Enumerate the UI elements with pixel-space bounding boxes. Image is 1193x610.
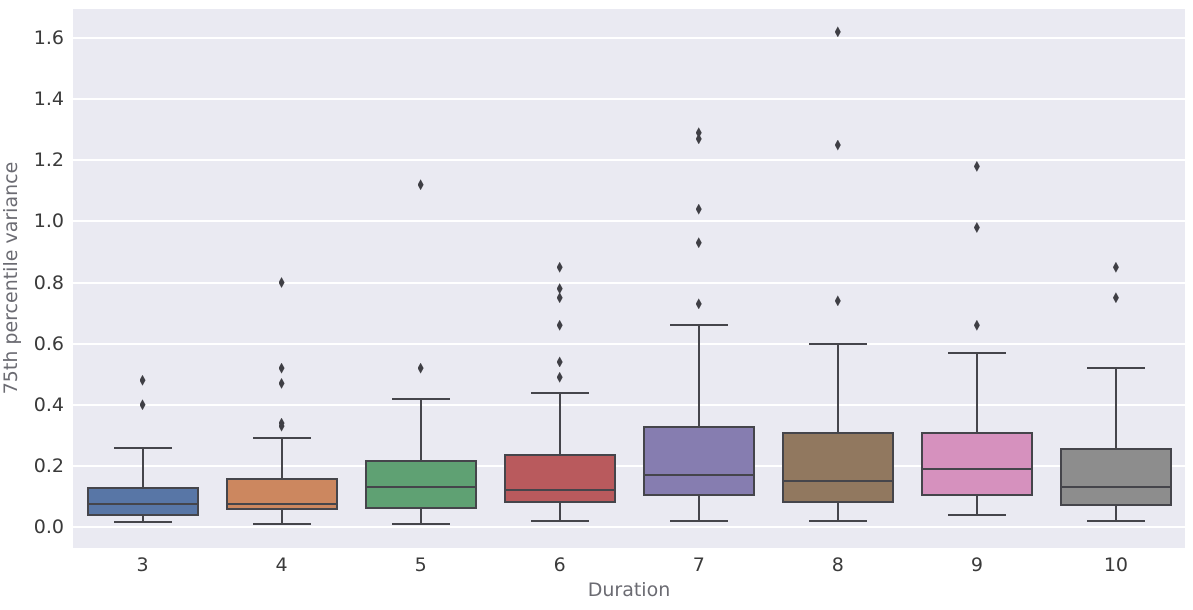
whisker-line — [141, 447, 144, 523]
box-iqr — [503, 453, 616, 503]
median-line — [503, 489, 616, 492]
gridline-y-1.6 — [73, 37, 1185, 40]
outlier-diamond — [695, 298, 702, 310]
outlier-diamond — [139, 374, 146, 386]
median-line — [1059, 486, 1172, 489]
whisker-cap-high — [252, 437, 311, 440]
box-iqr — [781, 432, 894, 503]
x-tick-label: 5 — [414, 554, 427, 576]
whisker-cap-low — [947, 513, 1006, 516]
outlier-diamond — [556, 283, 563, 295]
outlier-diamond — [278, 377, 285, 389]
x-tick-label: 4 — [275, 554, 288, 576]
plot-area — [73, 9, 1185, 548]
whisker-line — [697, 325, 700, 521]
y-tick-label: 0.8 — [33, 271, 64, 294]
y-tick-label: 1.6 — [33, 27, 64, 50]
outlier-diamond — [1112, 261, 1119, 273]
outlier-diamond — [695, 127, 702, 139]
outlier-diamond — [695, 237, 702, 249]
whisker-cap-high — [808, 342, 867, 345]
x-tick-label: 10 — [1103, 554, 1128, 576]
y-tick-label: 1.0 — [33, 210, 64, 233]
whisker-cap-low — [113, 521, 172, 524]
outlier-diamond — [834, 139, 841, 151]
whisker-cap-high — [113, 446, 172, 449]
y-tick-label: 0.4 — [33, 393, 64, 416]
outlier-diamond — [695, 203, 702, 215]
whisker-cap-low — [808, 519, 867, 522]
median-line — [781, 480, 894, 483]
median-line — [920, 467, 1033, 470]
whisker-cap-low — [530, 519, 589, 522]
gridline-y-1.2 — [73, 159, 1185, 162]
whisker-cap-high — [947, 351, 1006, 354]
gridline-y-0.6 — [73, 342, 1185, 345]
outlier-diamond — [556, 371, 563, 383]
y-tick-label: 0.0 — [33, 516, 64, 538]
outlier-diamond — [417, 179, 424, 191]
median-line — [225, 503, 338, 506]
outlier-diamond — [834, 295, 841, 307]
box-iqr — [364, 459, 477, 509]
median-line — [364, 486, 477, 489]
whisker-cap-high — [530, 391, 589, 394]
median-line — [86, 503, 199, 506]
gridline-y-1 — [73, 220, 1185, 223]
box-iqr — [920, 432, 1033, 497]
x-tick-label: 3 — [136, 554, 149, 576]
whisker-cap-low — [252, 522, 311, 525]
whisker-cap-high — [1086, 367, 1145, 370]
outlier-diamond — [278, 417, 285, 429]
box-iqr — [1059, 447, 1172, 506]
gridline-y-0.2 — [73, 464, 1185, 467]
outlier-diamond — [973, 319, 980, 331]
whisker-cap-low — [391, 522, 450, 525]
outlier-diamond — [278, 277, 285, 289]
outlier-diamond — [1112, 292, 1119, 304]
outlier-diamond — [973, 222, 980, 233]
outlier-diamond — [834, 26, 841, 38]
box-iqr — [86, 487, 199, 517]
outlier-diamond — [139, 399, 146, 411]
x-tick-label: 7 — [692, 554, 705, 576]
outlier-diamond — [973, 160, 980, 172]
y-tick-label: 0.6 — [33, 332, 64, 355]
whisker-line — [836, 343, 839, 521]
gridline-y-1.4 — [73, 98, 1185, 101]
y-tick-label: 1.2 — [33, 149, 64, 172]
y-tick-label: 0.2 — [33, 454, 64, 477]
whisker-cap-low — [669, 519, 728, 522]
x-axis-title: Duration — [587, 579, 671, 601]
gridline-y-0.8 — [73, 281, 1185, 284]
whisker-line — [1114, 368, 1117, 521]
x-tick-label: 9 — [970, 554, 983, 576]
outlier-diamond — [417, 362, 424, 374]
box-iqr — [642, 426, 755, 497]
y-tick-label: 1.4 — [33, 88, 64, 111]
outlier-diamond — [278, 362, 285, 374]
outlier-diamond — [695, 133, 702, 145]
x-tick-label: 8 — [831, 554, 844, 576]
outlier-diamond — [556, 292, 563, 304]
whisker-cap-high — [669, 324, 728, 327]
outlier-diamond — [556, 356, 563, 368]
box-iqr — [225, 478, 338, 511]
x-tick-label: 6 — [553, 554, 566, 576]
gridline-y-0.4 — [73, 403, 1185, 406]
outlier-diamond — [556, 319, 563, 331]
outlier-diamond — [556, 261, 563, 273]
median-line — [642, 474, 755, 477]
gridline-y-0 — [73, 526, 1185, 528]
whisker-cap-low — [1086, 519, 1145, 522]
whisker-cap-high — [391, 397, 450, 400]
